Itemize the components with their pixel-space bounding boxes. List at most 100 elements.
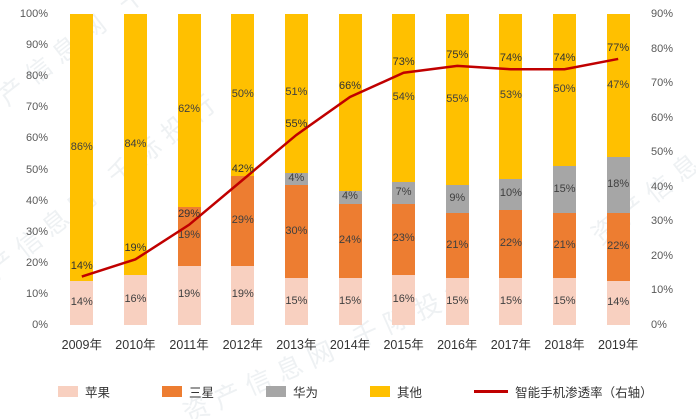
bar-label-samsung: 24% [338, 234, 362, 247]
legend: 苹果 三星 华为 其他 智能手机渗透率（右轴） [0, 382, 696, 401]
y-axis-tick-left: 100% [19, 8, 48, 20]
bar-label-samsung: 29% [231, 213, 254, 226]
line-point-label: 73% [392, 55, 415, 68]
bar-label-other: 84% [124, 137, 147, 150]
legend-swatch-other [370, 386, 391, 397]
bar-label-samsung: 19% [178, 229, 201, 242]
line-point-label: 19% [124, 242, 147, 255]
x-axis-label: 2012年 [222, 338, 263, 352]
legend-swatch-samsung [162, 386, 183, 397]
y-axis-tick-left: 30% [25, 225, 48, 238]
bar-segment-samsung [338, 203, 362, 279]
legend-item-apple: 苹果 [58, 382, 110, 401]
bar-label-huawei: 7% [395, 185, 412, 198]
bar-segment-other [123, 14, 147, 276]
bar-segment-other [177, 14, 201, 207]
y-axis-tick-right: 80% [651, 42, 674, 55]
legend-label-huawei: 华为 [293, 386, 319, 400]
bar-label-other: 55% [446, 92, 469, 105]
x-axis-label: 2019年 [598, 338, 639, 352]
bar-segment-apple [70, 281, 94, 325]
line-point-label: 75% [446, 48, 469, 61]
bar-segment-other [445, 14, 469, 186]
bar-label-apple: 14% [607, 296, 630, 309]
legend-item-samsung: 三星 [162, 382, 214, 401]
bar-segment-samsung [445, 213, 469, 279]
y-axis-tick-right: 20% [651, 249, 674, 262]
bar-label-apple: 14% [70, 296, 93, 309]
bar-label-apple: 16% [392, 293, 415, 306]
bar-segment-huawei [338, 191, 362, 204]
bar-label-apple: 15% [553, 294, 576, 307]
bar-label-apple: 15% [499, 294, 522, 307]
bar-label-other: 51% [285, 86, 308, 99]
bar-label-huawei: 18% [607, 178, 630, 191]
bar-segment-other [499, 14, 523, 179]
bar-label-samsung: 30% [285, 224, 308, 237]
bar-label-huawei: 15% [553, 182, 576, 195]
bar-segment-apple [606, 281, 630, 325]
legend-label-penetration: 智能手机渗透率（右轴） [515, 386, 653, 400]
bar-label-huawei: 4% [342, 190, 358, 203]
legend-swatch-huawei [266, 386, 287, 397]
bar-label-other: 50% [553, 83, 576, 96]
bar-segment-other [70, 14, 94, 282]
y-axis-tick-right: 90% [651, 8, 674, 20]
y-axis-tick-right: 70% [651, 77, 674, 90]
x-axis-label: 2015年 [383, 338, 424, 352]
bar-segment-huawei [392, 181, 416, 204]
bar-label-apple: 15% [285, 294, 308, 307]
line-point-label: 66% [338, 79, 362, 92]
bar-segment-other [338, 14, 362, 192]
x-axis-label: 2009年 [61, 338, 102, 352]
bar-label-other: 54% [392, 90, 415, 103]
bar-segment-apple [338, 278, 362, 325]
bar-segment-huawei [499, 178, 523, 210]
y-axis-tick-right: 30% [651, 215, 674, 228]
bar-segment-huawei [606, 157, 630, 214]
x-axis-label: 2018年 [544, 338, 585, 352]
bar-segment-apple [231, 265, 255, 325]
bar-label-other: 47% [607, 78, 630, 91]
line-point-label: 77% [607, 41, 630, 54]
bar-label-huawei: 9% [449, 192, 466, 205]
bar-label-apple: 19% [231, 288, 254, 301]
y-axis-tick-left: 10% [25, 287, 48, 300]
bar-segment-other [284, 14, 308, 173]
y-axis-tick-right: 50% [651, 146, 674, 159]
bar-segment-apple [177, 265, 201, 325]
bar-label-samsung: 22% [499, 237, 522, 250]
y-axis-tick-left: 0% [32, 319, 48, 331]
bar-segment-apple [553, 278, 577, 325]
bar-label-huawei: 10% [499, 187, 522, 200]
y-axis-tick-left: 60% [25, 132, 48, 145]
y-axis-tick-right: 10% [651, 284, 674, 297]
x-axis-label: 2017年 [490, 338, 532, 352]
bar-label-apple: 19% [178, 288, 201, 301]
line-point-label: 74% [499, 52, 522, 65]
bar-label-other: 62% [178, 103, 201, 116]
y-axis-tick-right: 0% [651, 319, 667, 331]
bar-segment-apple [392, 275, 416, 325]
legend-label-samsung: 三星 [189, 386, 215, 400]
legend-label-other: 其他 [397, 386, 423, 400]
bar-label-samsung: 23% [392, 232, 415, 245]
bar-label-apple: 16% [124, 293, 147, 306]
x-axis-label: 2010年 [115, 338, 156, 352]
x-axis-label: 2013年 [276, 338, 317, 352]
x-axis-label: 2016年 [437, 338, 478, 352]
line-point-label: 42% [231, 162, 254, 175]
bar-segment-apple [123, 275, 147, 325]
legend-item-other: 其他 [370, 382, 422, 401]
line-point-label: 14% [70, 259, 93, 272]
bar-segment-other [231, 14, 255, 176]
bar-segment-apple [499, 278, 523, 325]
bar-label-other: 50% [231, 87, 254, 100]
bar-segment-samsung [231, 175, 255, 266]
y-axis-tick-left: 40% [25, 194, 48, 207]
bar-segment-samsung [392, 203, 416, 276]
bar-segment-huawei [553, 166, 577, 214]
legend-label-apple: 苹果 [85, 386, 111, 400]
bar-segment-samsung [499, 209, 523, 279]
